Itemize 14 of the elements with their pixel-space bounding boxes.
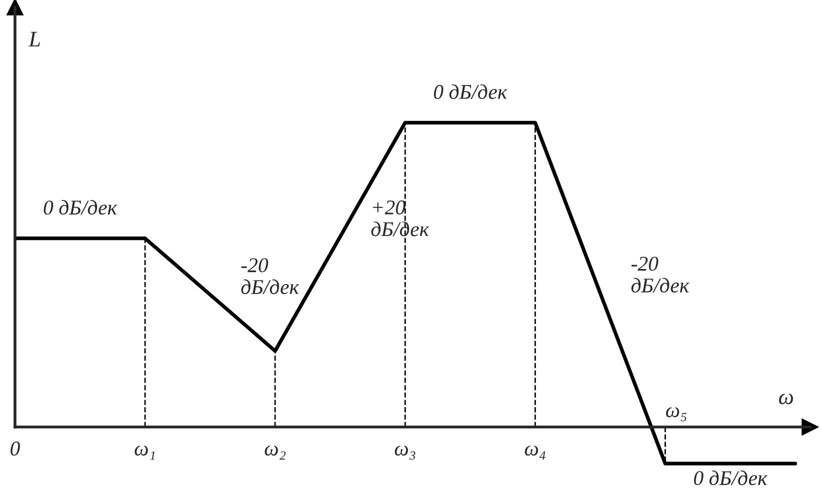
annotation: -20 дБ/дек — [241, 258, 300, 294]
y-axis-title: L — [28, 32, 40, 46]
x-tick-label: ω₁ — [134, 446, 155, 460]
annotation: 0 дБ/дек — [44, 200, 118, 215]
annotation: +20 дБ/дек — [371, 200, 430, 236]
annotation: -20 дБ/дек — [631, 256, 690, 293]
text: 0 дБ/дек — [434, 84, 508, 99]
x-tick-label: ω₄ — [524, 446, 546, 460]
x-tick-label: 0 — [10, 442, 20, 456]
x-tick-label: ω₃ — [394, 446, 416, 460]
x-axis-title: ω — [779, 394, 794, 404]
text: 0 дБ/дек — [694, 470, 768, 486]
x-tick-label: ω₂ — [264, 446, 286, 460]
x-tick-label: ω₅ — [666, 407, 686, 422]
